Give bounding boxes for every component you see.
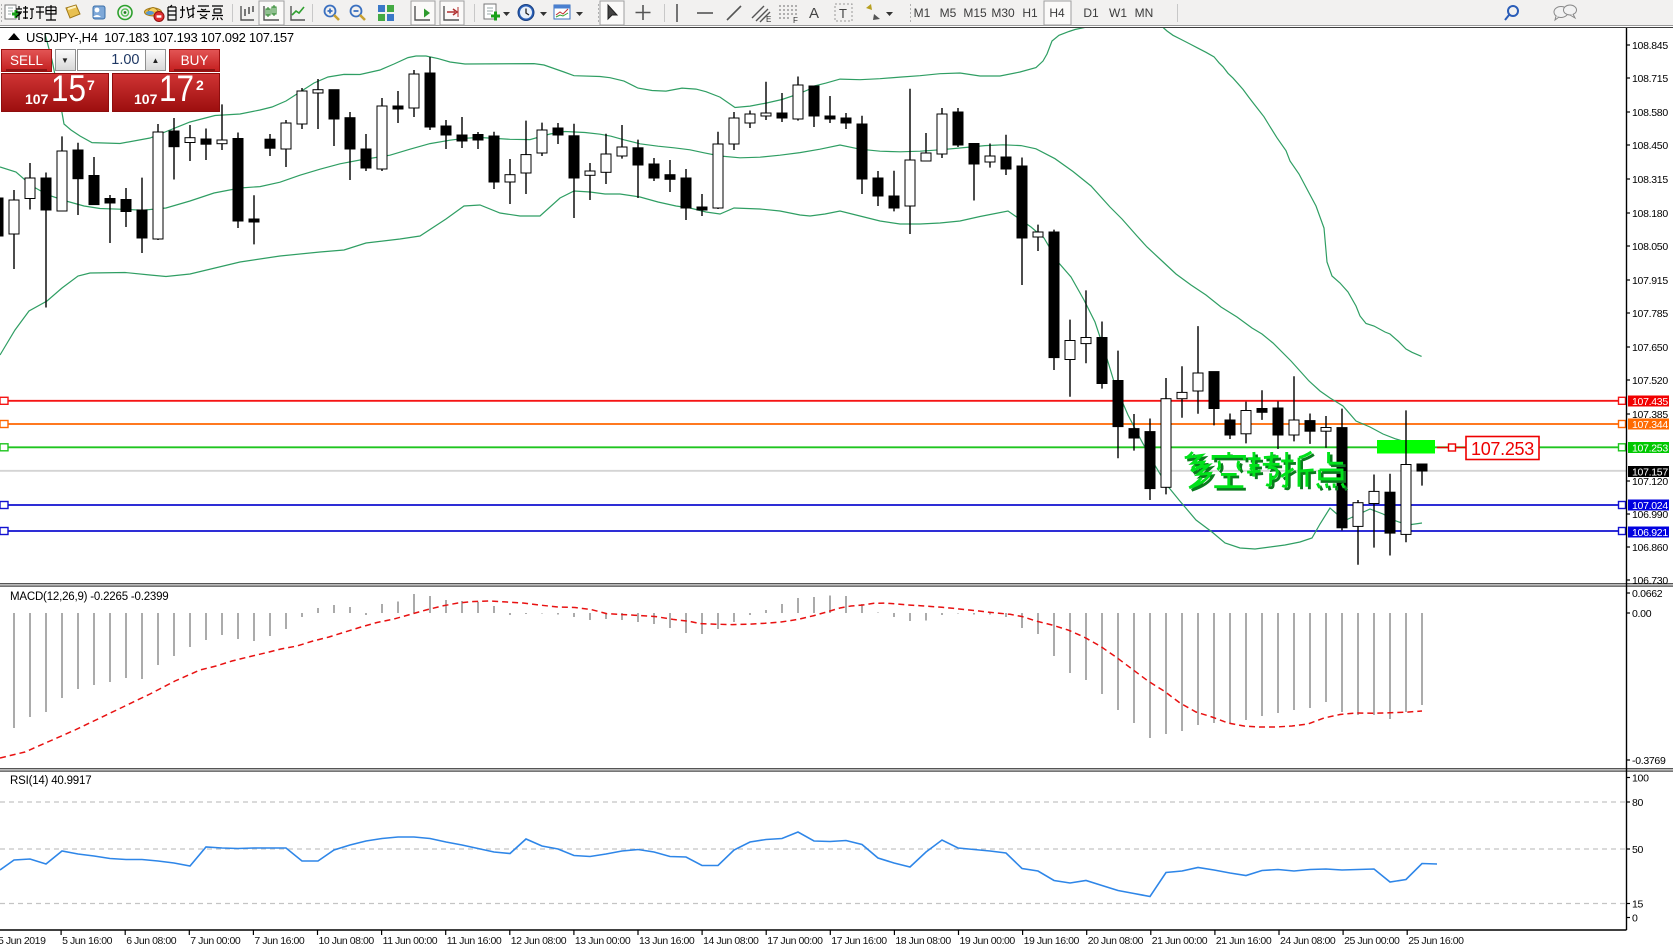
svg-text:106.990: 106.990	[1632, 509, 1668, 521]
svg-text:107.253: 107.253	[1632, 443, 1668, 455]
svg-text:107.785: 107.785	[1632, 308, 1668, 320]
svg-text:5 Jun 16:00: 5 Jun 16:00	[62, 935, 113, 947]
svg-text:108.315: 108.315	[1632, 174, 1668, 186]
svg-text:MN: MN	[1135, 6, 1154, 20]
svg-text:M30: M30	[991, 6, 1015, 20]
svg-text:25 Jun 16:00: 25 Jun 16:00	[1408, 935, 1464, 947]
svg-text:7 Jun 00:00: 7 Jun 00:00	[190, 935, 241, 947]
svg-text:RSI(14) 40.9917: RSI(14) 40.9917	[10, 775, 91, 787]
svg-text:21 Jun 16:00: 21 Jun 16:00	[1216, 935, 1272, 947]
svg-text:19 Jun 00:00: 19 Jun 00:00	[960, 935, 1016, 947]
svg-text:100: 100	[1632, 773, 1649, 785]
svg-text:T: T	[839, 6, 847, 21]
svg-text:19 Jun 16:00: 19 Jun 16:00	[1024, 935, 1080, 947]
svg-text:18 Jun 08:00: 18 Jun 08:00	[895, 935, 951, 947]
svg-text:108.580: 108.580	[1632, 107, 1668, 119]
svg-text:107.385: 107.385	[1632, 409, 1668, 421]
svg-text:80: 80	[1632, 797, 1644, 809]
svg-text:108.050: 108.050	[1632, 241, 1668, 253]
svg-text:7 Jun 16:00: 7 Jun 16:00	[254, 935, 305, 947]
svg-text:107.435: 107.435	[1632, 396, 1668, 408]
svg-text:107.253: 107.253	[1471, 439, 1534, 459]
svg-text:H4: H4	[1049, 6, 1065, 20]
svg-text:M5: M5	[940, 6, 957, 20]
svg-text:11 Jun 00:00: 11 Jun 00:00	[383, 935, 438, 947]
svg-text:25 Jun 00:00: 25 Jun 00:00	[1344, 935, 1400, 947]
svg-text:21 Jun 00:00: 21 Jun 00:00	[1152, 935, 1208, 947]
svg-text:6 Jun 08:00: 6 Jun 08:00	[126, 935, 177, 947]
svg-text:14 Jun 08:00: 14 Jun 08:00	[703, 935, 759, 947]
svg-text:50: 50	[1632, 844, 1644, 856]
svg-text:0.00: 0.00	[1632, 608, 1652, 620]
svg-text:107.157: 107.157	[1632, 467, 1668, 479]
svg-text:USDJPY-,H4 107.183 107.193 10: USDJPY-,H4 107.183 107.193 107.092 107.1…	[26, 30, 294, 45]
svg-text:11 Jun 16:00: 11 Jun 16:00	[447, 935, 502, 947]
svg-text:106.730: 106.730	[1632, 575, 1668, 587]
svg-text:24 Jun 08:00: 24 Jun 08:00	[1280, 935, 1336, 947]
svg-text:M15: M15	[963, 6, 987, 20]
svg-text:-0.3769: -0.3769	[1632, 755, 1666, 767]
svg-text:A: A	[809, 5, 819, 22]
svg-text:15: 15	[1632, 899, 1644, 911]
svg-text:106.860: 106.860	[1632, 542, 1668, 554]
svg-text:106.921: 106.921	[1632, 527, 1668, 539]
svg-text:108.450: 108.450	[1632, 140, 1668, 152]
svg-text:H1: H1	[1022, 6, 1038, 20]
svg-text:0: 0	[1632, 913, 1638, 925]
svg-text:17 Jun 16:00: 17 Jun 16:00	[831, 935, 887, 947]
svg-text:F: F	[793, 16, 798, 25]
svg-text:M1: M1	[914, 6, 931, 20]
svg-text:20 Jun 08:00: 20 Jun 08:00	[1088, 935, 1144, 947]
svg-text:5 Jun 2019: 5 Jun 2019	[0, 935, 46, 947]
svg-text:D1: D1	[1083, 6, 1099, 20]
svg-text:MACD(12,26,9) -0.2265 -0.2399: MACD(12,26,9) -0.2265 -0.2399	[10, 591, 169, 603]
svg-text:13 Jun 16:00: 13 Jun 16:00	[639, 935, 695, 947]
svg-text:13 Jun 00:00: 13 Jun 00:00	[575, 935, 631, 947]
svg-text:108.845: 108.845	[1632, 40, 1668, 52]
svg-text:108.180: 108.180	[1632, 208, 1668, 220]
svg-text:107.520: 107.520	[1632, 375, 1668, 387]
svg-text:108.715: 108.715	[1632, 73, 1668, 85]
svg-text:E: E	[766, 15, 771, 24]
svg-text:107.120: 107.120	[1632, 476, 1668, 488]
svg-text:17 Jun 00:00: 17 Jun 00:00	[767, 935, 823, 947]
svg-text:107.024: 107.024	[1632, 500, 1668, 512]
svg-text:12 Jun 08:00: 12 Jun 08:00	[511, 935, 567, 947]
svg-text:0.0662: 0.0662	[1632, 588, 1663, 600]
svg-text:107.915: 107.915	[1632, 275, 1668, 287]
svg-text:107.650: 107.650	[1632, 342, 1668, 354]
svg-text:W1: W1	[1109, 6, 1127, 20]
svg-text:107.344: 107.344	[1632, 419, 1668, 431]
svg-text:10 Jun 08:00: 10 Jun 08:00	[319, 935, 375, 947]
